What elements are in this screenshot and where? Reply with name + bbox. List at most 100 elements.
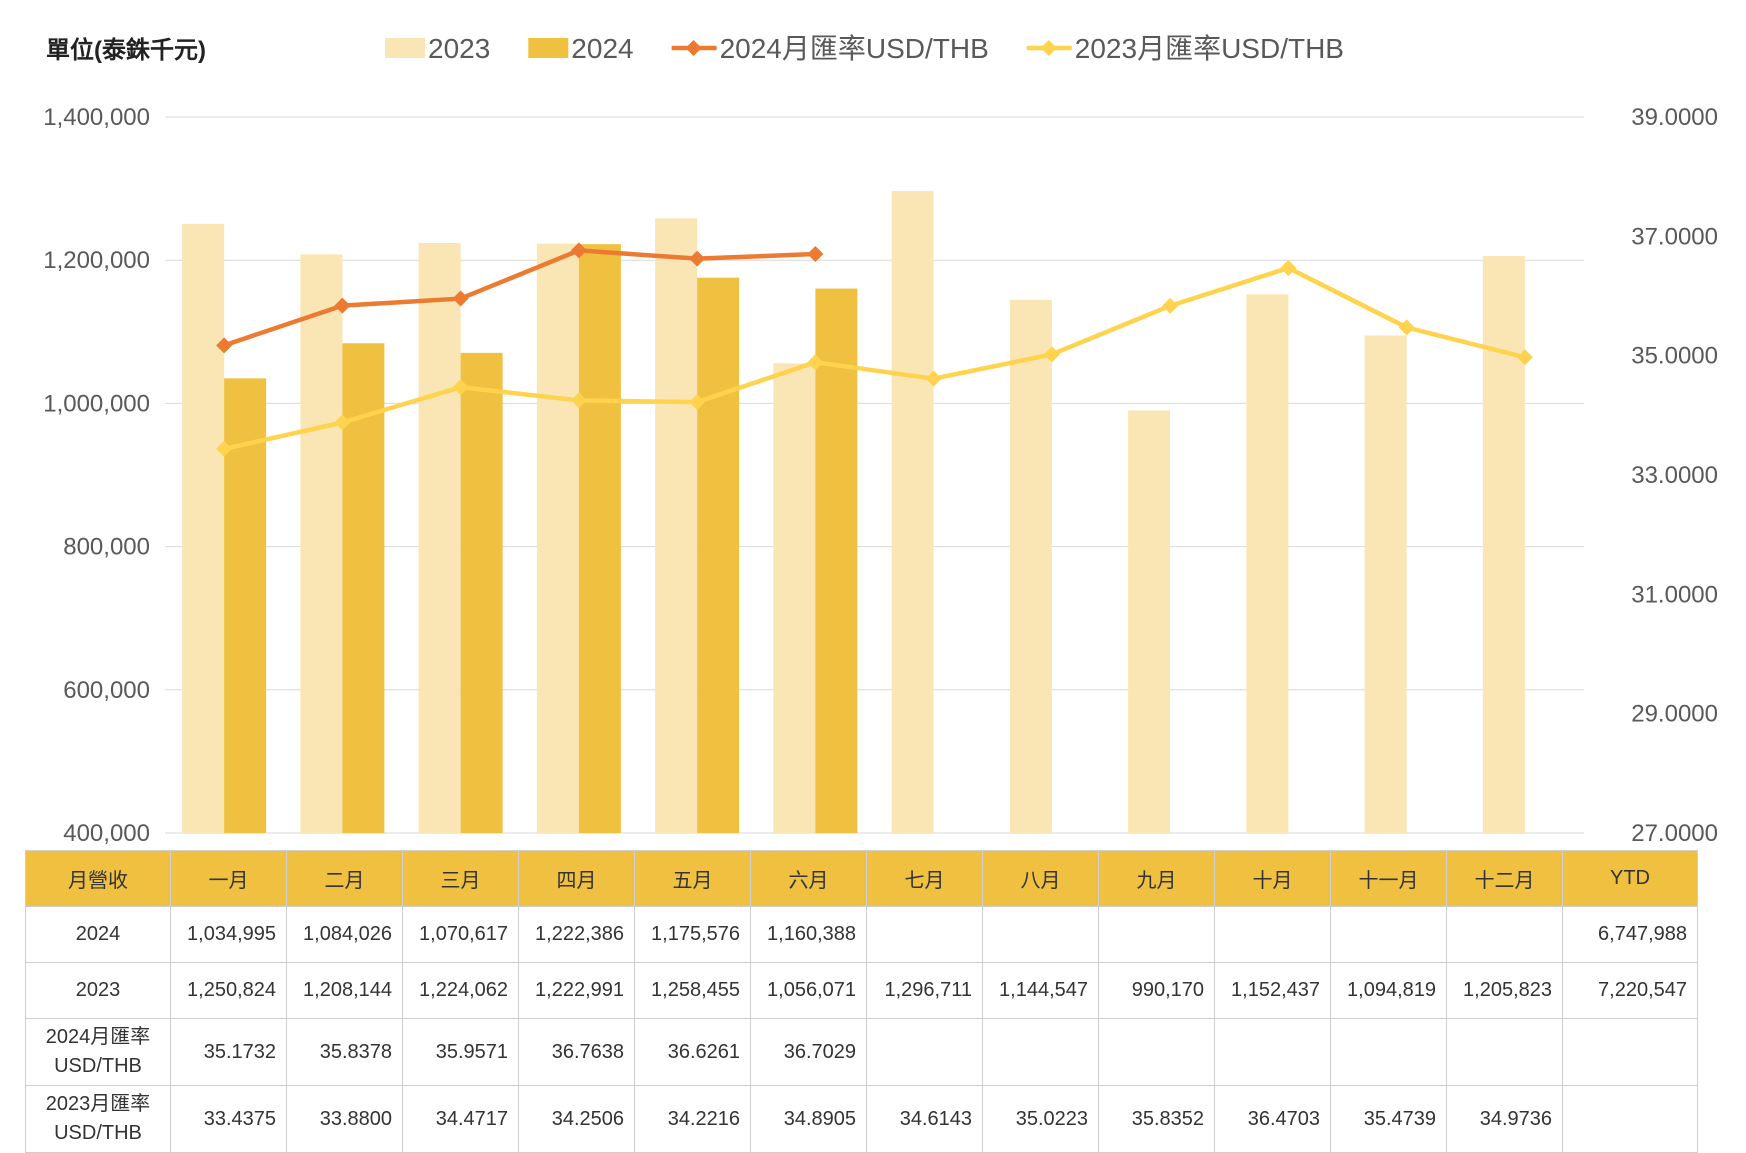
- revenue-table: 月營收 一月 二月 三月 四月 五月 六月 七月 八月 九月 十月 十一月 十二月 YTD 2024 1,0…: [25, 850, 1698, 1153]
- bar-2023-5: [773, 363, 816, 833]
- bar-2024-3: [578, 244, 621, 833]
- table-cell: 34.2216: [634, 1085, 751, 1153]
- table-cell: 990,170: [1098, 962, 1215, 1019]
- table-row-header: 2023: [25, 962, 171, 1019]
- table-cell: 1,094,819: [1330, 962, 1447, 1019]
- point-2024月匯率USD/THB-4: [689, 250, 706, 267]
- point-2023月匯率USD/THB-9: [1280, 259, 1297, 276]
- table-cell: [1330, 906, 1447, 963]
- table-col-header: 九月: [1098, 850, 1215, 907]
- point-2023月匯率USD/THB-8: [1162, 297, 1179, 314]
- line-2024月匯率USD/THB: [223, 248, 816, 348]
- bar-2023-4: [655, 218, 698, 834]
- point-2024月匯率USD/THB-5: [807, 246, 824, 263]
- table-cell: [1562, 1018, 1698, 1086]
- table-cell: 36.4703: [1214, 1085, 1331, 1153]
- table-cell: 1,208,144: [286, 962, 403, 1019]
- table-col-header: 十月: [1214, 850, 1331, 907]
- bar-2023-1: [300, 254, 343, 833]
- table-cell: 1,224,062: [402, 962, 519, 1019]
- table-cell: 1,070,617: [402, 906, 519, 963]
- table-col-header: 二月: [286, 850, 403, 907]
- point-2023月匯率USD/THB-5: [807, 354, 824, 371]
- point-2023月匯率USD/THB-3: [570, 392, 587, 409]
- table-cell: [1098, 906, 1215, 963]
- point-2023月匯率USD/THB-2: [452, 379, 469, 396]
- point-2024月匯率USD/THB-1: [334, 297, 351, 314]
- legend-swatch-2023: [385, 38, 425, 58]
- table-col-header: YTD: [1562, 850, 1698, 907]
- point-2023月匯率USD/THB-7: [1043, 346, 1060, 363]
- point-2023月匯率USD/THB-1: [334, 414, 351, 431]
- table-cell: 1,258,455: [634, 962, 751, 1019]
- table-cell: [866, 906, 983, 963]
- y-left-tick-label: 600,000: [63, 677, 150, 704]
- table-cell: 7,220,547: [1562, 962, 1698, 1019]
- y-right-tick-label: 37.0000: [1631, 223, 1718, 250]
- y-left-tick-label: 1,000,000: [43, 390, 150, 417]
- table-cell: 33.8800: [286, 1085, 403, 1153]
- y-right-tick-label: 33.0000: [1631, 462, 1718, 489]
- point-2024月匯率USD/THB-0: [216, 337, 233, 354]
- table-cell: 34.4717: [402, 1085, 519, 1153]
- y-left-tick-label: 1,200,000: [43, 247, 150, 274]
- table-cell: [1330, 1018, 1447, 1086]
- bar-2023-7: [1009, 299, 1052, 833]
- bar-2024-2: [460, 352, 503, 833]
- legend-swatch-2024: [528, 38, 569, 58]
- table-row: 2024 1,034,995 1,084,026 1,070,617 1,222,386…: [25, 906, 1698, 963]
- table-cell: 1,084,026: [286, 906, 403, 963]
- bar-2023-2: [418, 242, 461, 833]
- table-row-header: 2023月匯率USD/THB: [25, 1085, 171, 1153]
- table-cell: [1446, 1018, 1563, 1086]
- table-cell: 36.7029: [750, 1018, 867, 1086]
- table-row: 2023 1,250,824 1,208,144 1,224,062 1,222,991…: [25, 962, 1698, 1019]
- table-col-header: 三月: [402, 850, 519, 907]
- table-row-header: 2024月匯率USD/THB: [25, 1018, 171, 1086]
- table-col-header: 四月: [518, 850, 635, 907]
- bar-2023-9: [1246, 294, 1289, 833]
- table-col-header: 八月: [982, 850, 1099, 907]
- table-cell: 36.6261: [634, 1018, 751, 1086]
- chart-canvas: 400,000 600,000 800,000 1,000,000 1,200,000 1…: [43, 33, 1718, 847]
- table-cell: 1,205,823: [1446, 962, 1563, 1019]
- table-cell: 1,296,711: [866, 962, 983, 1019]
- point-2023月匯率USD/THB-10: [1398, 319, 1415, 336]
- bar-2024-4: [697, 277, 740, 833]
- table-corner-header: 月營收: [25, 850, 171, 907]
- table-col-header: 六月: [750, 850, 867, 907]
- y-right-tick-label: 29.0000: [1631, 701, 1718, 728]
- table-cell: [1562, 1085, 1698, 1153]
- table-row: 2023月匯率USD/THB 33.4375 33.8800 34.4717 34.25…: [25, 1085, 1698, 1153]
- table-cell: [1214, 1018, 1331, 1086]
- line-2023月匯率USD/THB: [223, 265, 1526, 452]
- table-col-header: 七月: [866, 850, 983, 907]
- table-cell: 35.4739: [1330, 1085, 1447, 1153]
- point-2023月匯率USD/THB-6: [925, 370, 942, 387]
- table-col-header: 五月: [634, 850, 751, 907]
- legend-label-2023月匯率USD/THB: 2023月匯率USD/THB: [1075, 33, 1344, 64]
- y-right-tick-label: 27.0000: [1631, 820, 1718, 847]
- bar-2024-1: [342, 343, 385, 833]
- legend-marker-2023月匯率USD/THB: [1040, 40, 1057, 56]
- table-cell: 1,160,388: [750, 906, 867, 963]
- bar-2024-5: [815, 288, 858, 833]
- table-cell: 35.0223: [982, 1085, 1099, 1153]
- table-cell: 1,175,576: [634, 906, 751, 963]
- table-cell: 6,747,988: [1562, 906, 1698, 963]
- y-left-tick-label: 800,000: [63, 534, 150, 561]
- table-cell: [866, 1018, 983, 1086]
- table-cell: 34.9736: [1446, 1085, 1563, 1153]
- point-2023月匯率USD/THB-4: [689, 394, 706, 411]
- table-header-row: 月營收 一月 二月 三月 四月 五月 六月 七月 八月 九月 十月 十一月 十二月 YTD: [25, 850, 1698, 907]
- table-cell: 1,056,071: [750, 962, 867, 1019]
- bar-2024-0: [224, 378, 267, 833]
- y-right-tick-label: 39.0000: [1631, 104, 1718, 131]
- table-cell: 1,250,824: [170, 962, 287, 1019]
- table-col-header: 十二月: [1446, 850, 1563, 907]
- table-cell: 1,144,547: [982, 962, 1099, 1019]
- bar-2023-6: [891, 190, 934, 833]
- bar-2023-8: [1128, 410, 1171, 833]
- table-cell: [1098, 1018, 1215, 1086]
- table-cell: [1214, 906, 1331, 963]
